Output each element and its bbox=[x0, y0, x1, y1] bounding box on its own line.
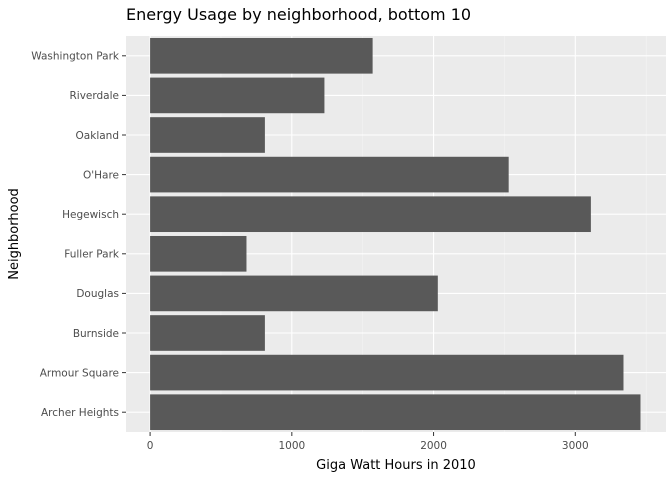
chart-title: Energy Usage by neighborhood, bottom 10 bbox=[126, 5, 471, 24]
bar bbox=[150, 275, 438, 312]
bar bbox=[150, 315, 265, 351]
bar bbox=[150, 37, 373, 74]
x-tick-label: 2000 bbox=[420, 440, 447, 452]
bar bbox=[150, 196, 591, 233]
y-tick-label: O'Hare bbox=[83, 169, 119, 181]
bar bbox=[150, 77, 325, 114]
x-axis-title: Giga Watt Hours in 2010 bbox=[316, 458, 476, 473]
x-tick-label: 3000 bbox=[562, 440, 589, 452]
y-tick-label: Riverdale bbox=[70, 90, 120, 102]
x-tick-label: 1000 bbox=[278, 440, 305, 452]
y-tick-label: Armour Square bbox=[40, 367, 119, 379]
y-tick-label: Washington Park bbox=[31, 51, 120, 63]
y-tick-label: Hegewisch bbox=[62, 209, 119, 221]
y-tick-label: Archer Heights bbox=[41, 407, 119, 419]
x-tick-label: 0 bbox=[147, 440, 154, 452]
bar bbox=[150, 394, 641, 431]
x-axis: 0 1000 2000 3000 bbox=[147, 432, 589, 452]
bars bbox=[150, 37, 641, 431]
bar bbox=[150, 156, 509, 193]
y-axis: Archer Heights Armour Square Burnside Dougl… bbox=[31, 51, 126, 419]
bar bbox=[150, 354, 624, 391]
bar bbox=[150, 117, 265, 153]
y-axis-title: Neighborhood bbox=[7, 188, 22, 280]
y-tick-label: Oakland bbox=[76, 130, 119, 142]
y-tick-label: Fuller Park bbox=[64, 249, 120, 261]
y-tick-label: Douglas bbox=[76, 288, 119, 300]
bar bbox=[150, 235, 247, 272]
y-tick-label: Burnside bbox=[73, 328, 119, 340]
